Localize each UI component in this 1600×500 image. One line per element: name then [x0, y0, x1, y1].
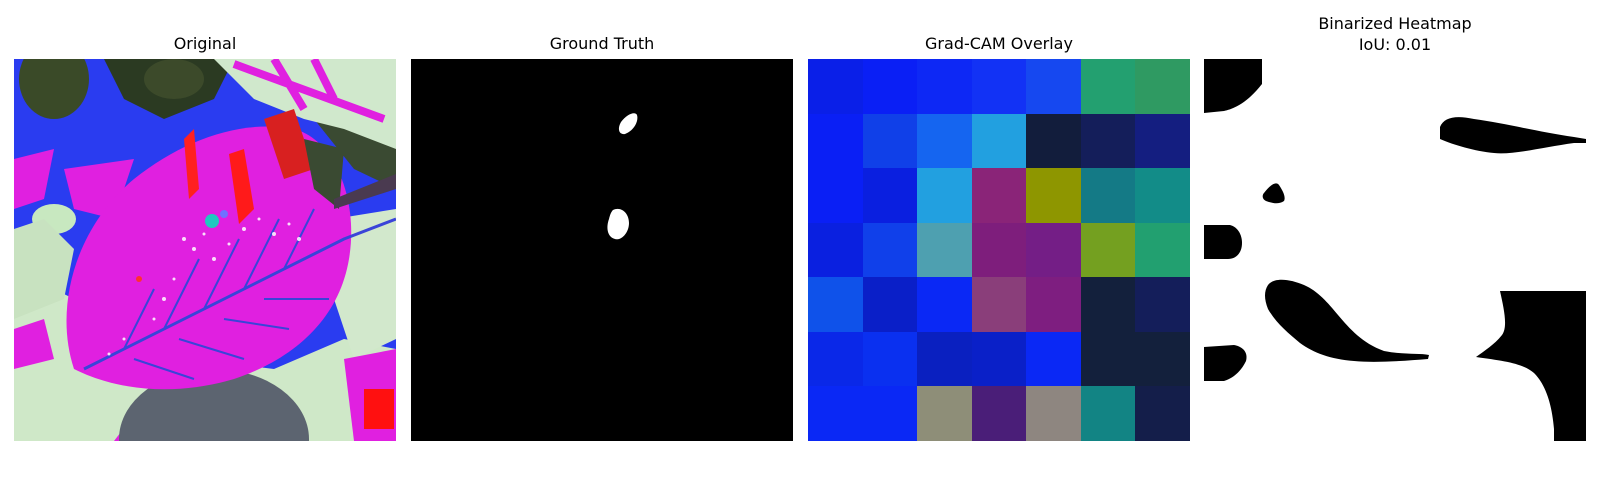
- heatmap-cell: [808, 59, 863, 114]
- heatmap-cell: [917, 59, 972, 114]
- heatmap-cell: [917, 113, 972, 169]
- iou-label: IoU: 0.01: [1358, 35, 1432, 54]
- heatmap-cell: [1080, 113, 1136, 169]
- gradcam-overlay: [808, 59, 1190, 441]
- heatmap-cell: [862, 277, 918, 332]
- panel-binarized: Binarized Heatmap IoU: 0.01: [1204, 0, 1586, 500]
- heatmap-cell: [917, 331, 972, 387]
- heatmap-cell: [1026, 331, 1081, 387]
- heatmap-cell: [1026, 168, 1081, 223]
- heatmap-cell: [1135, 168, 1190, 223]
- heatmap-cell: [1135, 331, 1190, 387]
- blob-left-lower: [1204, 345, 1247, 381]
- heatmap-cell: [808, 331, 863, 387]
- blob-center-lower: [1265, 279, 1429, 362]
- heatmap-cell: [862, 386, 918, 441]
- panel-gradcam: Grad-CAM Overlay: [808, 0, 1190, 500]
- ground-truth-mask: [411, 59, 793, 441]
- heatmap-cell: [1026, 222, 1081, 278]
- heatmap-cell: [1080, 386, 1136, 441]
- panel-original: Original: [14, 0, 396, 500]
- heatmap-cell: [1026, 113, 1081, 169]
- heatmap-cell: [917, 386, 972, 441]
- heatmap-cell: [808, 277, 863, 332]
- binarized-svg: [1204, 59, 1586, 441]
- heatmap-cell: [971, 386, 1027, 441]
- heatmap-cell: [1135, 113, 1190, 169]
- heatmap-cell: [1135, 277, 1190, 332]
- heatmap-cell: [917, 168, 972, 223]
- blob-left-mid: [1204, 225, 1242, 259]
- heatmap-cell: [1026, 59, 1081, 114]
- heatmap-cell: [1080, 168, 1136, 223]
- mask-spot-lower: [607, 208, 629, 240]
- panel-ground-truth: Ground Truth: [411, 0, 793, 500]
- heatmap-cell: [917, 277, 972, 332]
- heatmap-cell: [1080, 277, 1136, 332]
- heatmap-cell: [808, 168, 863, 223]
- heatmap-cell: [971, 222, 1027, 278]
- mask-svg: [411, 59, 793, 441]
- blob-bottom-right: [1476, 291, 1586, 441]
- panel-title: Original: [173, 34, 237, 53]
- heatmap-cell: [862, 113, 918, 169]
- heatmap-cell: [808, 113, 863, 169]
- heatmap-cell: [808, 386, 863, 441]
- heatmap-cell: [1080, 222, 1136, 278]
- heatmap-cell: [917, 222, 972, 278]
- heatmap-cell: [1026, 386, 1081, 441]
- heatmap-cell: [1080, 59, 1136, 114]
- heatmap-cell: [1135, 59, 1190, 114]
- panel-title: Grad-CAM Overlay: [925, 34, 1073, 53]
- binarized-heatmap: [1204, 59, 1586, 441]
- heatmap-cell: [971, 331, 1027, 387]
- original-image: [14, 59, 396, 441]
- heatmap-cell: [808, 222, 863, 278]
- heatmap-cell: [971, 277, 1027, 332]
- heatmap-cell: [862, 331, 918, 387]
- blob-top-left: [1204, 59, 1262, 113]
- leaf-photo: [14, 59, 396, 441]
- mask-spot-upper: [618, 113, 638, 135]
- heatmap-cell: [971, 168, 1027, 223]
- heatmap-cell: [862, 222, 918, 278]
- heatmap-cell: [971, 113, 1027, 169]
- heatmap-cell: [1080, 331, 1136, 387]
- panel-title: Ground Truth: [549, 34, 655, 53]
- heatmap-cell: [1026, 277, 1081, 332]
- blob-upper-right: [1440, 117, 1586, 154]
- panel-title: Binarized Heatmap: [1318, 14, 1472, 33]
- heatmap-cell: [1135, 222, 1190, 278]
- blob-small: [1262, 183, 1285, 204]
- heatmap-cell: [971, 59, 1027, 114]
- heatmap-cell: [1135, 386, 1190, 441]
- heatmap-cell: [862, 168, 918, 223]
- gradcam-heatmap-grid: [808, 59, 1190, 441]
- heatmap-cell: [862, 59, 918, 114]
